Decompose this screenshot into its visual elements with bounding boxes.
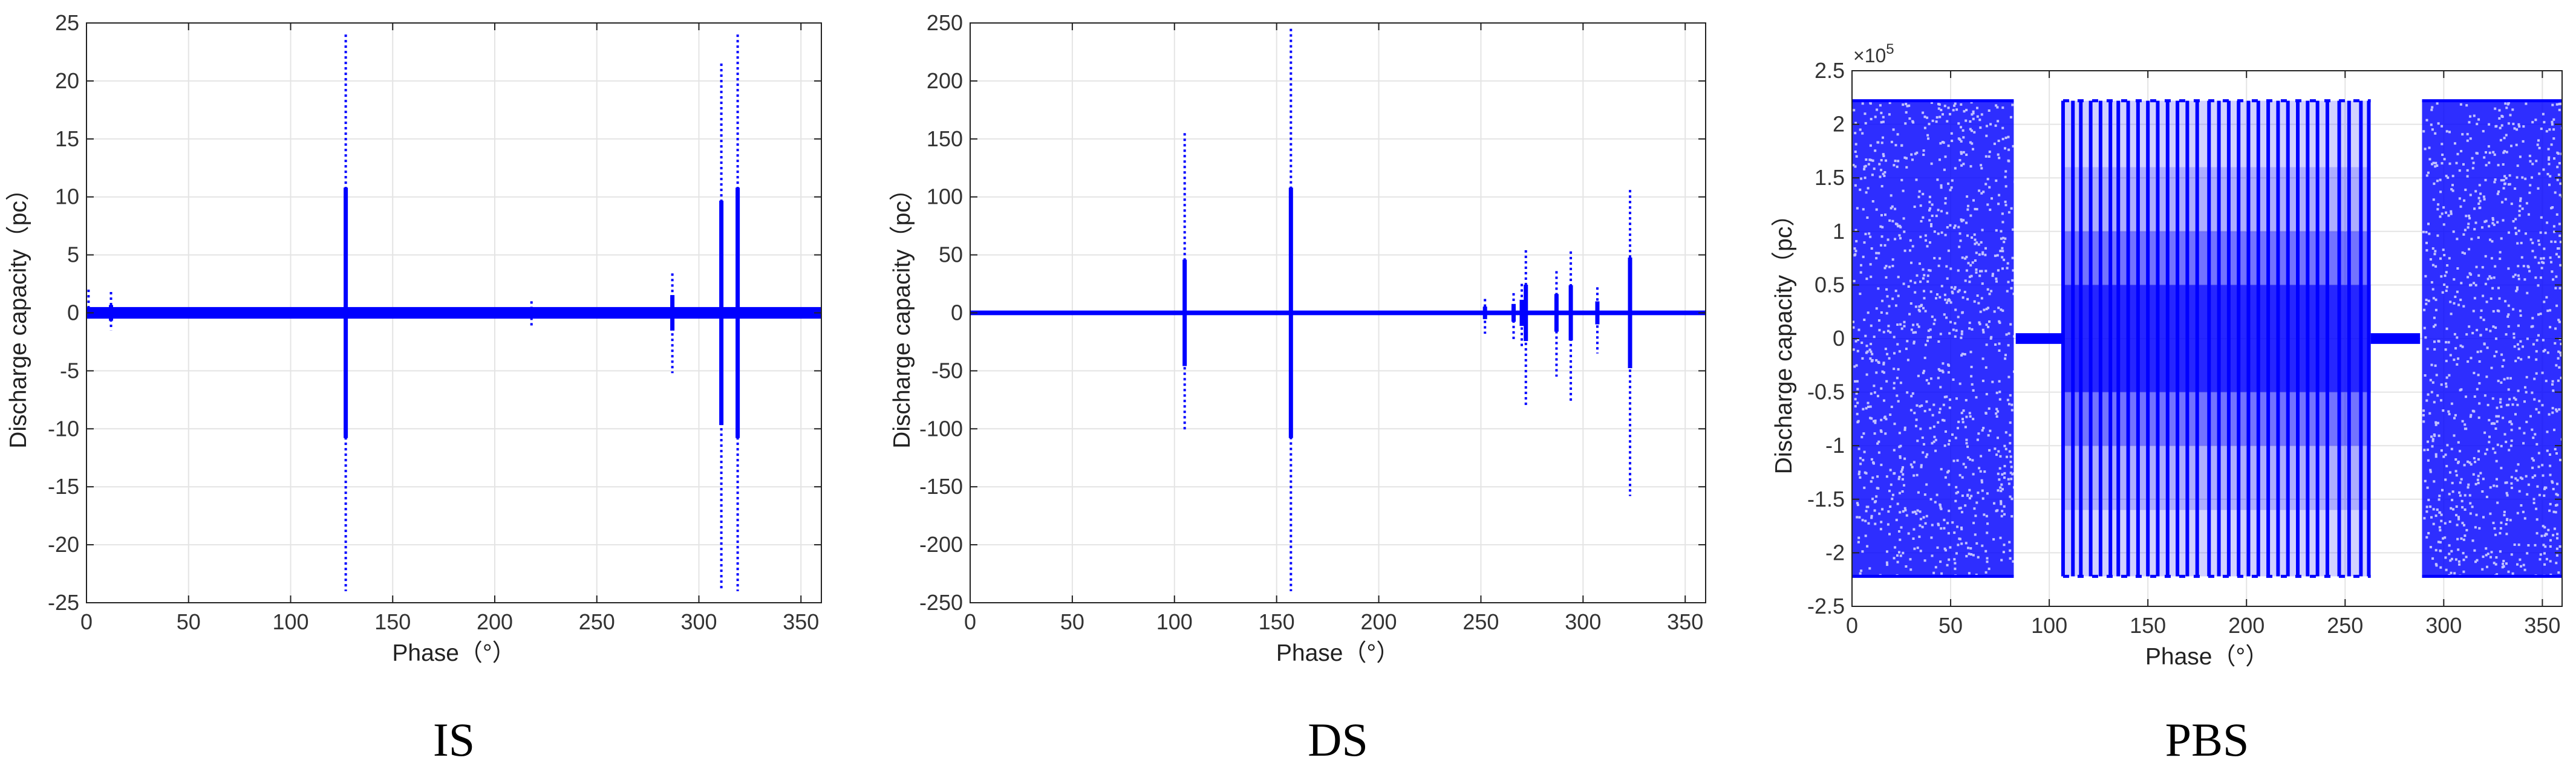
- panel-label: PBS: [2165, 713, 2249, 766]
- x-tick-label: 250: [579, 609, 615, 634]
- y-tick-label: 0: [67, 300, 79, 325]
- panel-label: IS: [433, 713, 475, 766]
- x-tick-label: 100: [272, 609, 308, 634]
- y-tick-label: -250: [919, 590, 963, 615]
- x-tick-label: 0: [964, 609, 976, 634]
- quiet-region: [2370, 333, 2421, 344]
- y-exponent-power: 5: [1886, 41, 1894, 57]
- x-tick-label: 250: [2327, 613, 2363, 638]
- y-tick-label: -2: [1825, 540, 1845, 565]
- y-tick-label: -100: [919, 416, 963, 441]
- center-band-lower: [2062, 446, 2371, 510]
- dense-region: [2422, 100, 2562, 577]
- y-tick-label: 2: [1833, 112, 1845, 137]
- y-tick-label: 1: [1833, 219, 1845, 244]
- y-tick-label: 5: [67, 242, 79, 267]
- y-axis-label: Discharge capacity（pc）: [5, 177, 31, 449]
- x-tick-label: 350: [1667, 609, 1703, 634]
- x-tick-label: 100: [2031, 613, 2067, 638]
- y-tick-label: 50: [939, 242, 963, 267]
- x-axis-label: Phase（°）: [392, 640, 515, 666]
- ticks: 0 50 100 150 200 250 300 350 -2.5 -2 -1.5 -1 -0.5 0 0.…: [1807, 58, 2562, 638]
- y-axis-label: Discharge capacity（pc）: [889, 177, 915, 449]
- y-tick-label: -10: [48, 416, 79, 441]
- chart-panel-pbs: 0 50 100 150 200 250 300 350 -2.5 -2 -1.5 -1 -0.5 0 0.…: [1771, 41, 2565, 766]
- y-tick-label: 15: [55, 126, 79, 151]
- data-series: [1852, 99, 2565, 579]
- data-series: [86, 34, 821, 591]
- y-tick-label: -25: [48, 590, 79, 615]
- dense-region-texture: [1852, 101, 2017, 578]
- dense-region-texture: [2422, 101, 2565, 579]
- x-tick-label: 100: [1156, 609, 1193, 634]
- y-tick-label: 0.5: [1815, 272, 1845, 297]
- y-tick-label: 20: [55, 68, 79, 93]
- y-tick-label: -0.5: [1807, 380, 1845, 404]
- y-tick-label: -20: [48, 532, 79, 557]
- center-band-upper: [2062, 231, 2371, 285]
- panel-label: DS: [1308, 713, 1368, 766]
- x-tick-label: 50: [177, 609, 201, 634]
- x-tick-label: 300: [1565, 609, 1601, 634]
- x-axis-label: Phase（°）: [2145, 644, 2269, 670]
- center-band-upper: [2062, 167, 2371, 232]
- y-tick-label: -200: [919, 532, 963, 557]
- quiet-region: [2015, 333, 2063, 344]
- noise-band: [970, 310, 1706, 316]
- y-tick-label: 250: [927, 10, 963, 35]
- y-tick-label: -50: [931, 358, 963, 383]
- x-tick-label: 300: [680, 609, 717, 634]
- x-tick-label: 150: [2130, 613, 2166, 638]
- x-tick-label: 350: [783, 609, 819, 634]
- noise-band: [86, 307, 821, 319]
- y-tick-label: 0: [1833, 326, 1845, 351]
- center-band-upper: [2062, 100, 2371, 167]
- x-tick-label: 50: [1939, 613, 1963, 638]
- y-axis-label: Discharge capacity（pc）: [1771, 203, 1797, 475]
- x-tick-label: 200: [477, 609, 513, 634]
- y-tick-label: -2.5: [1807, 594, 1845, 618]
- dense-region: [1852, 100, 2014, 577]
- ticks: 0 50 100 150 200 250 300 350 -250 -200 -150 -100 -50…: [919, 10, 1706, 634]
- x-tick-label: 200: [2228, 613, 2265, 638]
- y-exponent-label: ×105: [1853, 41, 1894, 66]
- x-tick-label: 350: [2524, 613, 2560, 638]
- x-tick-label: 50: [1060, 609, 1084, 634]
- ticks: 0 50 100 150 200 250 300 350 -25 -20 -15 -10 -5 0 5 10 1…: [48, 10, 821, 634]
- y-tick-label: -15: [48, 474, 79, 499]
- center-band-lower: [2062, 392, 2371, 446]
- x-tick-label: 200: [1361, 609, 1397, 634]
- x-tick-label: 150: [1259, 609, 1295, 634]
- x-tick-label: 150: [374, 609, 411, 634]
- chart-panel-is: 0 50 100 150 200 250 300 350 -25 -20 -15 -10 -5 0 5 10 1…: [5, 10, 822, 766]
- center-band-lower: [2062, 510, 2371, 577]
- center-band: [2062, 285, 2371, 392]
- y-tick-label: -1: [1825, 433, 1845, 458]
- x-tick-label: 0: [80, 609, 93, 634]
- y-tick-label: 25: [55, 10, 79, 35]
- y-tick-label: 200: [927, 68, 963, 93]
- chart-panel-ds: 0 50 100 150 200 250 300 350 -250 -200 -150 -100 -50…: [889, 10, 1706, 766]
- y-tick-label: 2.5: [1815, 58, 1845, 83]
- x-tick-label: 250: [1462, 609, 1499, 634]
- x-axis-label: Phase（°）: [1276, 640, 1400, 666]
- y-tick-label: -150: [919, 474, 963, 499]
- y-tick-label: 0: [951, 300, 963, 325]
- y-tick-label: 1.5: [1815, 165, 1845, 190]
- data-series: [970, 28, 1706, 591]
- y-tick-label: 10: [55, 184, 79, 209]
- y-tick-label: -1.5: [1807, 487, 1845, 511]
- y-tick-label: 150: [927, 126, 963, 151]
- x-tick-label: 0: [1846, 613, 1858, 638]
- y-tick-label: -5: [60, 358, 79, 383]
- y-tick-label: 100: [927, 184, 963, 209]
- x-tick-label: 300: [2425, 613, 2462, 638]
